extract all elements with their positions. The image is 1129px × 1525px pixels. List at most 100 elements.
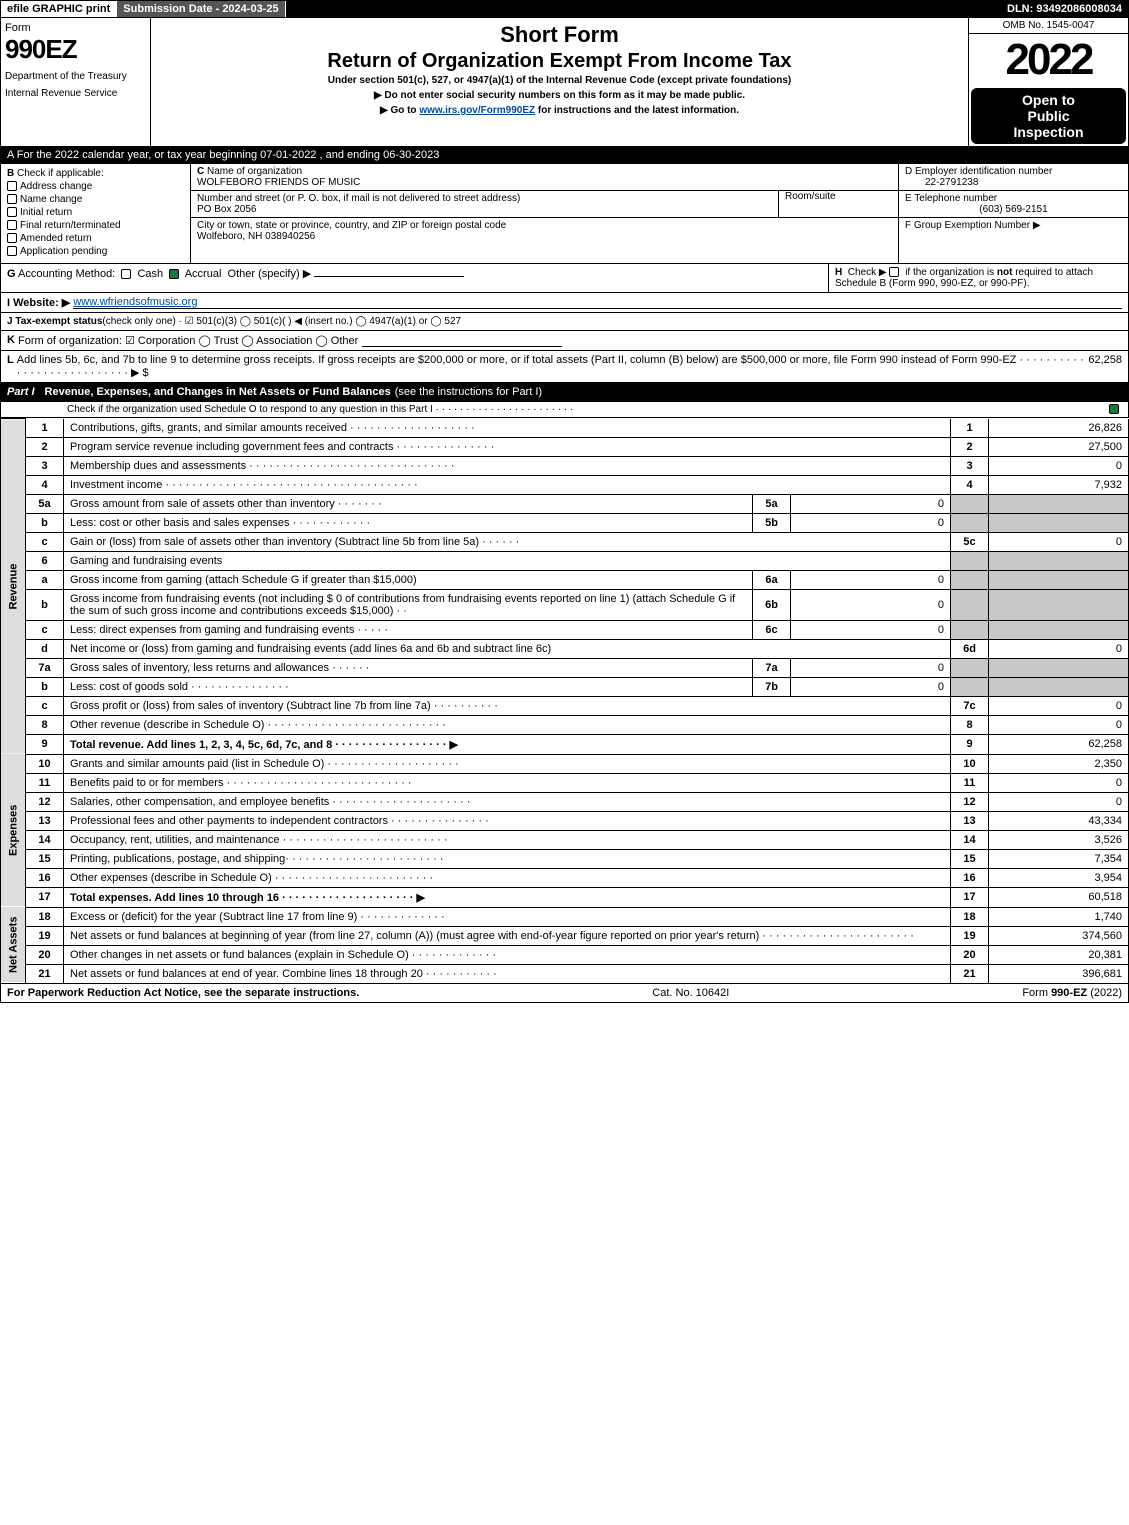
checkbox-checked-icon[interactable]	[1109, 404, 1119, 414]
c-letter: C	[197, 166, 204, 177]
b-label: Check if applicable:	[17, 168, 104, 179]
dept-treasury: Department of the Treasury	[5, 71, 146, 82]
row-j: J Tax-exempt status (check only one) · ☑…	[0, 313, 1129, 331]
footer: For Paperwork Reduction Act Notice, see …	[0, 984, 1129, 1003]
revenue-side-label: Revenue	[1, 419, 26, 755]
dept-irs: Internal Revenue Service	[5, 88, 146, 99]
h-not: not	[997, 267, 1013, 278]
check-application-pending[interactable]: Application pending	[7, 246, 184, 257]
net-assets-side-label: Net Assets	[1, 907, 26, 983]
street-label: Number and street (or P. O. box, if mail…	[197, 193, 520, 204]
k-text: Form of organization: ☑ Corporation ◯ Tr…	[18, 334, 358, 347]
irs-link[interactable]: www.irs.gov/Form990EZ	[419, 105, 535, 116]
checkbox-icon	[7, 233, 17, 243]
b-letter: B	[7, 168, 14, 179]
section-a: A For the 2022 calendar year, or tax yea…	[0, 147, 1129, 164]
col-c: C Name of organization WOLFEBORO FRIENDS…	[191, 164, 898, 263]
open-line3: Inspection	[973, 124, 1124, 140]
checkbox-icon	[7, 246, 17, 256]
checkbox-icon[interactable]	[889, 267, 899, 277]
row-i: I Website: ▶ www.wfriendsofmusic.org	[0, 293, 1129, 313]
checkbox-icon[interactable]	[121, 269, 131, 279]
part-title: Revenue, Expenses, and Changes in Net As…	[45, 386, 391, 398]
org-name: WOLFEBORO FRIENDS OF MUSIC	[197, 177, 360, 188]
line-ref: 1	[951, 419, 989, 438]
check-address-change[interactable]: Address change	[7, 181, 184, 192]
part-check-row: Check if the organization used Schedule …	[0, 402, 1129, 418]
checkbox-icon	[7, 194, 17, 204]
ein: 22-2791238	[905, 177, 978, 188]
city-block: City or town, state or province, country…	[191, 218, 898, 244]
short-form-title: Short Form	[157, 22, 962, 48]
instr-goto: ▶ Go to www.irs.gov/Form990EZ for instru…	[157, 105, 962, 116]
checkbox-checked-icon[interactable]	[169, 269, 179, 279]
accrual-option: Accrual	[185, 268, 222, 280]
expenses-side-label: Expenses	[1, 754, 26, 907]
phone-block: E Telephone number (603) 569-2151	[899, 191, 1128, 218]
open-line2: Public	[973, 108, 1124, 124]
footer-cat: Cat. No. 10642I	[359, 987, 1022, 999]
group-label: F Group Exemption Number ▶	[905, 220, 1041, 231]
part-paren: (see the instructions for Part I)	[395, 386, 542, 398]
check-initial-return[interactable]: Initial return	[7, 207, 184, 218]
efile-label[interactable]: efile GRAPHIC print	[1, 1, 117, 17]
h-text1: Check ▶	[848, 267, 887, 278]
part-label: Part I	[7, 386, 35, 398]
header-left: Form 990EZ Department of the Treasury In…	[1, 18, 151, 146]
main-title: Return of Organization Exempt From Incom…	[157, 50, 962, 73]
row-l: L Add lines 5b, 6c, and 7b to line 9 to …	[0, 351, 1129, 383]
h-block: H Check ▶ if the organization is not req…	[828, 264, 1128, 292]
street: PO Box 2056	[197, 204, 256, 215]
form-header: Form 990EZ Department of the Treasury In…	[0, 18, 1129, 147]
info-block: B Check if applicable: Address change Na…	[0, 164, 1129, 264]
instr-pre: ▶ Go to	[380, 105, 419, 116]
checkbox-icon	[7, 220, 17, 230]
part1-table: Revenue 1 Contributions, gifts, grants, …	[0, 418, 1129, 984]
l-amount: 62,258	[1088, 354, 1122, 379]
line-desc: Contributions, gifts, grants, and simila…	[64, 419, 951, 438]
room-label: Room/suite	[785, 191, 836, 202]
form-word: Form	[5, 22, 146, 34]
i-label: I Website: ▶	[7, 296, 70, 309]
part-check-text: Check if the organization used Schedule …	[7, 404, 573, 415]
checkbox-icon	[7, 207, 17, 217]
k-other-line[interactable]	[362, 334, 562, 347]
group-exemption-block: F Group Exemption Number ▶	[899, 218, 1128, 233]
name-of-org-label: Name of organization	[207, 166, 302, 177]
top-bar: efile GRAPHIC print Submission Date - 20…	[0, 0, 1129, 18]
accounting-method: G Accounting Method: Cash Accrual Other …	[1, 264, 828, 292]
col-b: B Check if applicable: Address change Na…	[1, 164, 191, 263]
street-block: Number and street (or P. O. box, if mail…	[191, 191, 898, 218]
line-num: 1	[26, 419, 64, 438]
footer-right: Form 990-EZ (2022)	[1022, 987, 1122, 999]
g-text: Accounting Method:	[18, 268, 115, 280]
g-letter: G	[7, 268, 16, 280]
h-text2: if the organization is	[905, 267, 997, 278]
open-line1: Open to	[973, 92, 1124, 108]
j-rest: (check only one) · ☑ 501(c)(3) ◯ 501(c)(…	[102, 316, 461, 327]
phone: (603) 569-2151	[905, 204, 1122, 215]
website-link[interactable]: www.wfriendsofmusic.org	[73, 296, 1122, 309]
h-letter: H	[835, 267, 842, 278]
col-d: D Employer identification number 22-2791…	[898, 164, 1128, 263]
cash-option: Cash	[137, 268, 163, 280]
header-center: Short Form Return of Organization Exempt…	[151, 18, 968, 146]
j-label: J Tax-exempt status	[7, 316, 102, 327]
org-name-block: C Name of organization WOLFEBORO FRIENDS…	[191, 164, 898, 191]
l-letter: L	[7, 354, 14, 379]
footer-left: For Paperwork Reduction Act Notice, see …	[7, 987, 359, 999]
ein-label: D Employer identification number	[905, 166, 1052, 177]
check-amended-return[interactable]: Amended return	[7, 233, 184, 244]
subtitle: Under section 501(c), 527, or 4947(a)(1)…	[157, 75, 962, 86]
omb-number: OMB No. 1545-0047	[969, 18, 1128, 34]
open-to-public: Open to Public Inspection	[971, 88, 1126, 144]
instr-post: for instructions and the latest informat…	[538, 105, 739, 116]
l-text: Add lines 5b, 6c, and 7b to line 9 to de…	[17, 354, 1089, 379]
other-specify-line[interactable]	[314, 276, 464, 277]
city: Wolfeboro, NH 038940256	[197, 231, 315, 242]
check-name-change[interactable]: Name change	[7, 194, 184, 205]
check-final-return[interactable]: Final return/terminated	[7, 220, 184, 231]
line-amount: 26,826	[989, 419, 1129, 438]
checkbox-icon	[7, 181, 17, 191]
city-label: City or town, state or province, country…	[197, 220, 506, 231]
